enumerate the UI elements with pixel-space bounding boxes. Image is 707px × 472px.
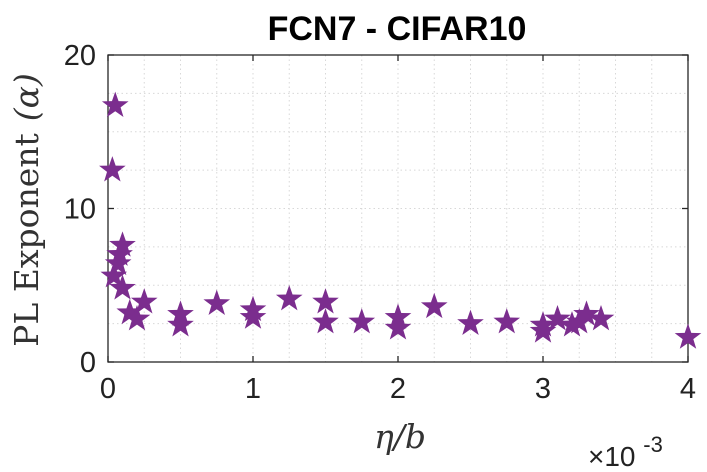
x-tick-label: 1 [245, 373, 261, 405]
x-tick-label: 2 [390, 373, 406, 405]
data-point-star [123, 305, 151, 331]
chart-title: FCN7 - CIFAR10 [268, 10, 527, 48]
data-point-star [203, 289, 231, 315]
x-axis-exponent-power: -3 [643, 432, 663, 457]
data-point-star [348, 308, 376, 334]
data-point-star [558, 311, 586, 337]
data-point-star [529, 317, 557, 343]
data-point-star [130, 288, 158, 314]
x-tick-label: 4 [680, 373, 696, 405]
data-point-star [565, 308, 593, 334]
data-point-star [312, 308, 339, 334]
data-point-star [104, 249, 132, 276]
y-axis-label-symbol: (α) [7, 73, 46, 121]
data-point-star [493, 308, 521, 334]
y-tick-label: 10 [64, 194, 96, 226]
data-point-star [100, 262, 128, 288]
data-point-star [275, 285, 303, 311]
y-tick-label: 0 [80, 347, 96, 379]
x-axis-label: η/b [374, 417, 426, 456]
data-point-star [101, 91, 129, 117]
data-point-star [109, 231, 136, 257]
data-point-star [573, 300, 600, 326]
x-tick-label: 0 [100, 373, 116, 405]
grid [108, 55, 688, 362]
data-point-star [420, 292, 448, 319]
data-point-star [457, 309, 484, 335]
data-point-star [384, 314, 412, 340]
data-point-star [674, 323, 702, 349]
ticks: 0 1 2 3 4 0 10 20 [64, 40, 696, 405]
y-tick-label: 20 [64, 40, 96, 72]
data-point-star [99, 156, 126, 182]
data-point-star [239, 303, 267, 329]
data-point-star [587, 305, 615, 331]
data-point-star [109, 274, 136, 300]
y-axis-label: PL Exponent (α) [7, 73, 46, 347]
x-axis-exponent-base: ×10 [588, 441, 636, 472]
data-point-star [116, 298, 144, 325]
x-axis-exponent: ×10 -3 [588, 432, 663, 472]
data-point-star [312, 288, 339, 314]
y-axis-label-main: PL Exponent [7, 133, 46, 347]
x-tick-label: 3 [535, 373, 551, 405]
data-point-star [106, 240, 133, 266]
data-point-star [544, 305, 571, 331]
data-points [99, 91, 702, 349]
data-point-star [167, 311, 194, 337]
